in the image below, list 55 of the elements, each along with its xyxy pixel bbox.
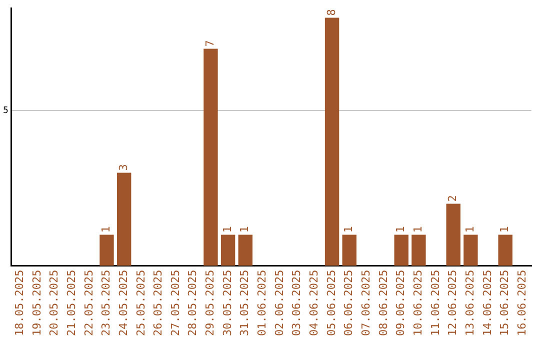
- data-label: 7: [204, 40, 217, 47]
- bar: [100, 234, 114, 266]
- data-label: 1: [498, 226, 512, 233]
- data-label: 1: [220, 226, 234, 233]
- data-label: 2: [446, 195, 460, 202]
- x-tick-label: 27.05.2025: [168, 270, 182, 336]
- bar: [464, 234, 478, 266]
- data-label: 1: [238, 226, 252, 233]
- x-tick-label: 10.06.2025: [412, 270, 425, 336]
- x-tick-label: 18.05.2025: [12, 270, 26, 336]
- x-tick-label: 07.06.2025: [360, 270, 373, 336]
- bar: [116, 172, 132, 266]
- bar: [498, 234, 512, 266]
- bar: [324, 18, 340, 266]
- x-tick-label: 04.06.2025: [308, 270, 321, 336]
- x-tick-label: 21.05.2025: [64, 270, 78, 336]
- data-label: 8: [324, 9, 338, 16]
- data-label: 1: [100, 226, 113, 233]
- x-tick-label: 30.05.2025: [220, 270, 234, 336]
- bar: [446, 204, 460, 266]
- data-label: 1: [464, 226, 477, 233]
- x-tick-label: 20.05.2025: [48, 270, 61, 336]
- data-label: 3: [116, 164, 130, 171]
- x-tick-label: 08.06.2025: [376, 270, 390, 336]
- x-tick-label: 09.06.2025: [394, 270, 408, 336]
- x-tick-label: 26.05.2025: [152, 270, 165, 336]
- bar: [220, 234, 236, 266]
- x-tick-label: 13.06.2025: [464, 270, 477, 336]
- x-tick-label: 25.05.2025: [134, 270, 148, 336]
- y-tick-label: 5: [2, 106, 8, 116]
- x-tick-label: 16.06.2025: [516, 270, 529, 336]
- x-tick-label: 19.05.2025: [30, 270, 44, 336]
- data-label: 1: [394, 226, 408, 233]
- x-tick-label: 15.06.2025: [498, 270, 512, 336]
- x-tick-label: 06.06.2025: [342, 270, 356, 336]
- data-label: 1: [412, 226, 425, 233]
- x-tick-label: 28.05.2025: [186, 270, 200, 336]
- x-tick-label: 01.06.2025: [256, 270, 269, 336]
- x-tick-label: 03.06.2025: [290, 270, 304, 336]
- x-tick-label: 23.05.2025: [100, 270, 113, 336]
- bar: [394, 234, 408, 266]
- x-tick-label: 11.06.2025: [428, 270, 442, 336]
- x-tick-label: 02.06.2025: [272, 270, 286, 336]
- bar: [238, 234, 252, 266]
- x-tick-label: 24.05.2025: [116, 270, 130, 336]
- x-tick-label: 22.05.2025: [82, 270, 96, 336]
- x-tick-label: 29.05.2025: [204, 270, 217, 336]
- data-label: 1: [342, 226, 356, 233]
- x-tick-label: 14.06.2025: [480, 270, 494, 336]
- bar: [204, 48, 218, 266]
- x-tick-label: 31.05.2025: [238, 270, 252, 336]
- bar: [412, 234, 426, 266]
- x-tick-label: 12.06.2025: [446, 270, 460, 336]
- bar: [342, 234, 356, 266]
- x-tick-label: 05.06.2025: [324, 270, 338, 336]
